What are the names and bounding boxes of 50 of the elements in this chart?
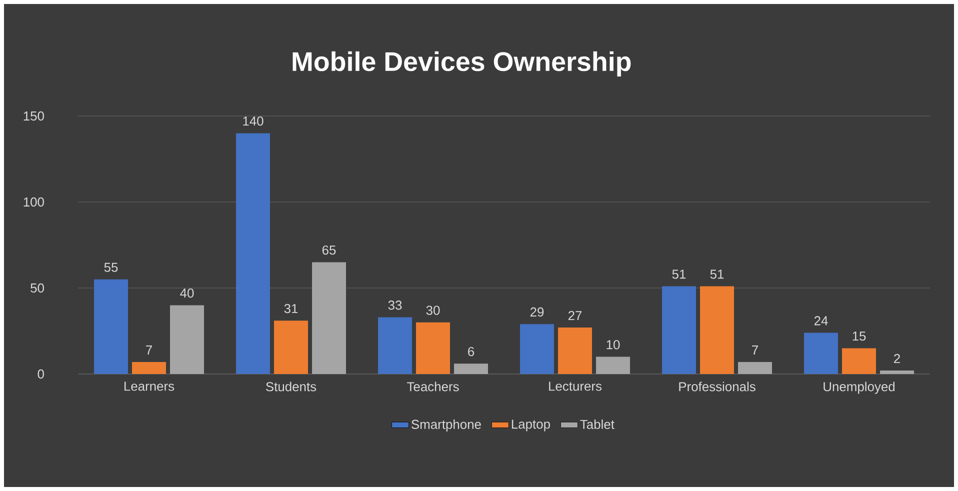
data-label: 6: [468, 346, 474, 356]
bar: [804, 332, 838, 374]
data-label: 55: [104, 262, 118, 272]
bar: [454, 364, 488, 374]
bar: [596, 356, 630, 374]
bar: [416, 322, 450, 374]
y-tick-label: 100: [24, 197, 44, 207]
bar: [662, 286, 696, 374]
x-tick-label: Professionals: [679, 382, 756, 392]
bar: [170, 305, 204, 374]
x-tick-label: Lecturers: [549, 382, 602, 391]
bar: [738, 362, 772, 374]
x-tick-label: Unemployed: [824, 382, 895, 394]
bar: [880, 370, 914, 374]
x-tick-label: Learners: [124, 382, 174, 391]
bar: [520, 324, 554, 374]
data-label: 27: [568, 310, 582, 320]
data-label: 140: [243, 116, 264, 126]
bar: [842, 348, 876, 374]
data-label: 15: [852, 332, 866, 341]
legend-label: Laptop: [512, 420, 550, 432]
bar: [378, 317, 412, 374]
x-tick-label: Teachers: [407, 382, 459, 392]
bar: [700, 286, 734, 374]
data-label: 7: [752, 346, 758, 354]
data-label: 2: [894, 354, 900, 364]
bar: [558, 328, 592, 374]
data-label: 51: [710, 270, 724, 279]
bar: [236, 133, 270, 374]
data-label: 40: [180, 288, 194, 298]
data-label: 30: [426, 306, 440, 315]
data-label: 65: [322, 246, 336, 255]
bar: [132, 362, 166, 374]
y-tick-label: 50: [30, 283, 44, 293]
bar: [274, 320, 308, 374]
data-label: 31: [284, 304, 298, 314]
chart-title: Mobile Devices Ownership: [292, 51, 631, 76]
data-label: 29: [530, 307, 544, 317]
bar: [94, 279, 128, 374]
y-tick-label: 0: [38, 369, 44, 379]
legend-label: Smartphone: [412, 419, 481, 432]
legend-label: Tablet: [580, 419, 614, 429]
data-label: 24: [814, 316, 828, 326]
x-tick-label: Students: [266, 382, 316, 392]
data-label: 10: [606, 340, 620, 350]
bar: [312, 262, 346, 374]
data-label: 51: [672, 270, 686, 279]
data-label: 7: [146, 346, 152, 354]
y-tick-label: 150: [24, 111, 44, 121]
data-label: 33: [388, 300, 402, 310]
